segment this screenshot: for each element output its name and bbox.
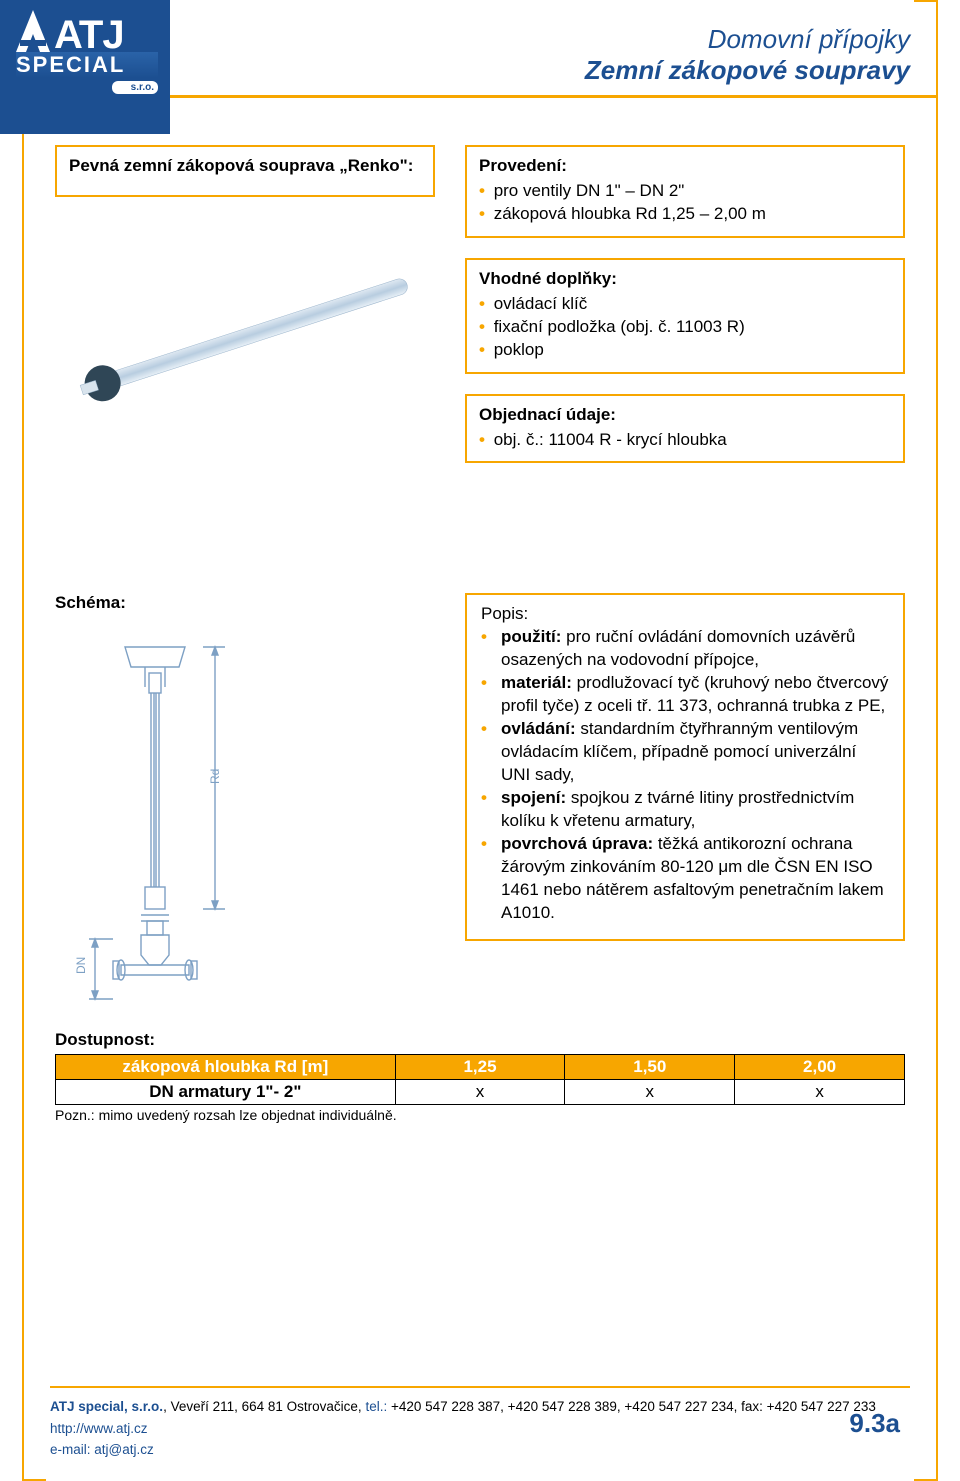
footer-line3: e-mail: atj@atj.cz bbox=[50, 1439, 910, 1461]
header-line1: Domovní přípojky bbox=[585, 24, 910, 55]
footer-tel: +420 547 228 387, +420 547 228 389, +420… bbox=[391, 1399, 876, 1414]
popis-bold: materiál: bbox=[501, 673, 572, 692]
footer-address: , Veveří 211, 664 81 Ostrovačice, bbox=[163, 1399, 365, 1414]
footer-line1: ATJ special, s.r.o., Veveří 211, 664 81 … bbox=[50, 1396, 910, 1418]
list-item: ovládací klíč bbox=[493, 293, 891, 316]
table-cell: DN armatury 1"- 2" bbox=[56, 1080, 396, 1105]
box-title: Objednací údaje: bbox=[479, 404, 891, 427]
list-item: fixační podložka (obj. č. 11003 R) bbox=[493, 316, 891, 339]
logo-text: ATJ bbox=[54, 18, 124, 52]
logo-a-icon bbox=[16, 10, 50, 52]
objednaci-box: Objednací údaje: obj. č.: 11004 R - kryc… bbox=[465, 394, 905, 464]
doplnky-box: Vhodné doplňky: ovládací klíč fixační po… bbox=[465, 258, 905, 374]
list-item: poklop bbox=[493, 339, 891, 362]
list-item: pro ventily DN 1" – DN 2" bbox=[493, 180, 891, 203]
table-header: 1,50 bbox=[565, 1055, 735, 1080]
list-item: obj. č.: 11004 R - krycí hloubka bbox=[493, 429, 891, 452]
table-header: 2,00 bbox=[735, 1055, 905, 1080]
header-line2: Zemní zákopové soupravy bbox=[585, 55, 910, 86]
dn-label: DN bbox=[74, 957, 88, 974]
provedeni-box: Provedení: pro ventily DN 1" – DN 2" zák… bbox=[465, 145, 905, 238]
page-number: 9.3a bbox=[849, 1403, 900, 1445]
availability-note: Pozn.: mimo uvedený rozsah lze objednat … bbox=[55, 1107, 905, 1123]
availability-title: Dostupnost: bbox=[55, 1030, 905, 1050]
product-image bbox=[55, 191, 435, 481]
availability-table: zákopová hloubka Rd [m] 1,25 1,50 2,00 D… bbox=[55, 1054, 905, 1105]
popis-bold: spojení: bbox=[501, 788, 566, 807]
schema-drawing: Rd DN bbox=[55, 639, 255, 1019]
footer-line2: http://www.atj.cz bbox=[50, 1418, 910, 1440]
table-cell: x bbox=[565, 1080, 735, 1105]
box-title: Popis: bbox=[481, 603, 889, 626]
header-divider bbox=[170, 95, 936, 98]
page-header: Domovní přípojky Zemní zákopové soupravy bbox=[585, 24, 910, 86]
footer-email-label: e-mail: bbox=[50, 1442, 94, 1457]
popis-bold: povrchová úprava: bbox=[501, 834, 653, 853]
availability-section: Dostupnost: zákopová hloubka Rd [m] 1,25… bbox=[55, 1030, 905, 1123]
box-title: Provedení: bbox=[479, 155, 891, 178]
product-title-box: Pevná zemní zákopová souprava „Renko": bbox=[55, 145, 435, 197]
logo-sro: s.r.o. bbox=[112, 81, 158, 94]
list-item: zákopová hloubka Rd 1,25 – 2,00 m bbox=[493, 203, 891, 226]
page-footer: ATJ special, s.r.o., Veveří 211, 664 81 … bbox=[50, 1386, 910, 1461]
corner bbox=[914, 1457, 938, 1481]
corner bbox=[22, 1457, 46, 1481]
box-title: Vhodné doplňky: bbox=[479, 268, 891, 291]
list-item: povrchová úprava: těžká antikorozní ochr… bbox=[501, 833, 889, 925]
company-logo: ATJ SPECIAL s.r.o. bbox=[0, 0, 170, 134]
list-item: spojení: spojkou z tvárné litiny prostře… bbox=[501, 787, 889, 833]
list-item: použití: pro ruční ovládání domovních uz… bbox=[501, 626, 889, 672]
product-title: Pevná zemní zákopová souprava „Renko": bbox=[69, 155, 421, 178]
rd-label: Rd bbox=[208, 769, 222, 784]
table-cell: x bbox=[735, 1080, 905, 1105]
footer-email[interactable]: atj@atj.cz bbox=[94, 1442, 153, 1457]
popis-box: Popis: použití: pro ruční ovládání domov… bbox=[465, 593, 905, 940]
table-row: DN armatury 1"- 2" x x x bbox=[56, 1080, 905, 1105]
logo-subtext: SPECIAL bbox=[16, 52, 158, 78]
table-cell: x bbox=[395, 1080, 565, 1105]
footer-web[interactable]: http://www.atj.cz bbox=[50, 1421, 148, 1436]
main-content: Pevná zemní zákopová souprava „Renko": bbox=[55, 145, 905, 1024]
footer-company: ATJ special, s.r.o. bbox=[50, 1399, 163, 1414]
list-item: ovládání: standardním čtyřhranným ventil… bbox=[501, 718, 889, 787]
popis-bold: použití: bbox=[501, 627, 561, 646]
footer-tel-label: tel.: bbox=[365, 1399, 391, 1414]
popis-bold: ovládání: bbox=[501, 719, 576, 738]
schema-title: Schéma: bbox=[55, 593, 435, 613]
list-item: materiál: prodlužovací tyč (kruhový nebo… bbox=[501, 672, 889, 718]
corner bbox=[914, 0, 938, 24]
table-header: 1,25 bbox=[395, 1055, 565, 1080]
table-header: zákopová hloubka Rd [m] bbox=[56, 1055, 396, 1080]
